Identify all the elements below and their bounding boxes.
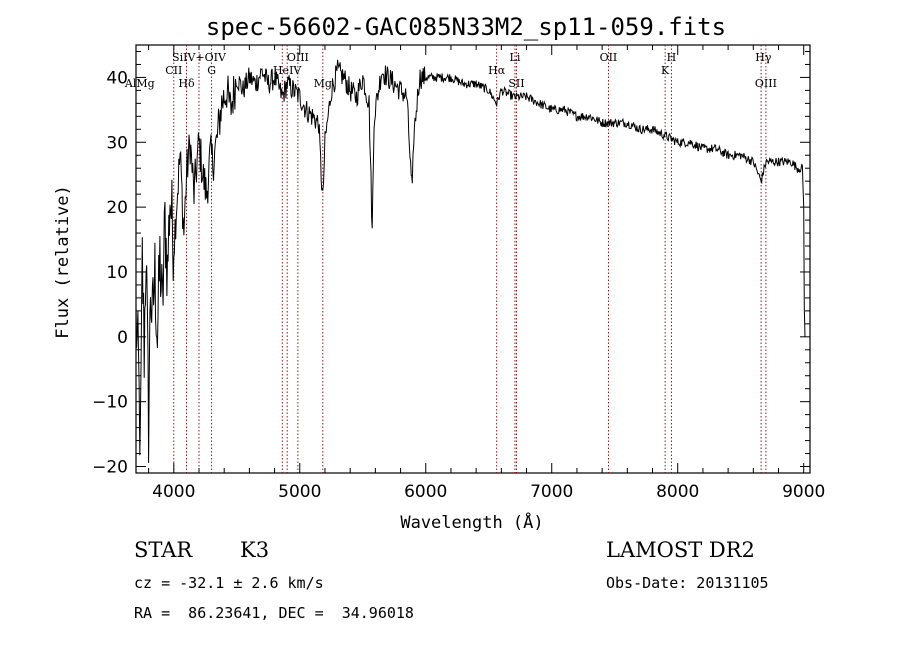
spectral-line-label: Li <box>510 51 521 64</box>
spectral-line-label: Hα <box>488 64 506 77</box>
spectral-line-label: Hγ <box>755 51 772 64</box>
y-tick-label: 30 <box>106 133 128 153</box>
spectral-subclass: K3 <box>240 538 270 562</box>
spectral-line-label: SiIV+OIV <box>172 51 227 64</box>
coordinates: RA = 86.23641, DEC = 34.96018 <box>134 604 414 622</box>
y-tick-label: 10 <box>106 263 128 283</box>
spectral-line-label: OIII <box>287 51 309 64</box>
y-axis-label: Flux (relative) <box>53 185 73 339</box>
spectral-line-label: OIII <box>755 77 777 90</box>
y-tick-label: −20 <box>92 458 128 478</box>
spectral-line-label: AlMg <box>124 77 155 90</box>
survey-name: LAMOST DR2 <box>606 538 755 562</box>
spectral-line-label: HeIV <box>273 64 302 77</box>
spectral-line-label: OII <box>600 51 618 64</box>
spectral-line-label: Hδ <box>178 77 195 90</box>
x-axis-label: Wavelength (Å) <box>400 511 543 533</box>
x-tick-label: 9000 <box>782 482 825 502</box>
x-tick-label: 7000 <box>530 482 573 502</box>
object-type: STAR <box>134 538 193 562</box>
spectral-line-markers <box>173 45 767 473</box>
y-tick-label: 20 <box>106 198 128 218</box>
chart-title: spec-56602-GAC085N33M2_sp11-059.fits <box>206 13 726 41</box>
x-tick-label: 8000 <box>656 482 699 502</box>
x-tick-label: 4000 <box>152 482 195 502</box>
redshift-text: cz = -32.1 ± 2.6 km/s <box>134 574 324 592</box>
obs-date: Obs-Date: 20131105 <box>606 574 769 592</box>
axis-ticks: 4000 5000 6000 7000 8000 9000 −20 −10 0 10 20 30 40 <box>92 45 825 502</box>
spectral-line-label: K <box>661 64 670 77</box>
y-tick-label: 0 <box>117 328 128 348</box>
spectral-line-label: Mg <box>314 77 332 90</box>
spectral-line-label: G <box>207 64 216 77</box>
y-tick-label: −10 <box>92 393 128 413</box>
spectral-line-label: H <box>667 51 677 64</box>
spectral-line-label: SII <box>508 77 524 90</box>
x-tick-label: 5000 <box>278 482 321 502</box>
spectrum-line <box>135 59 806 463</box>
plot-frame <box>135 44 811 474</box>
y-tick-label: 40 <box>106 68 128 88</box>
spectral-line-label: CII <box>165 64 182 77</box>
x-tick-label: 6000 <box>404 482 447 502</box>
